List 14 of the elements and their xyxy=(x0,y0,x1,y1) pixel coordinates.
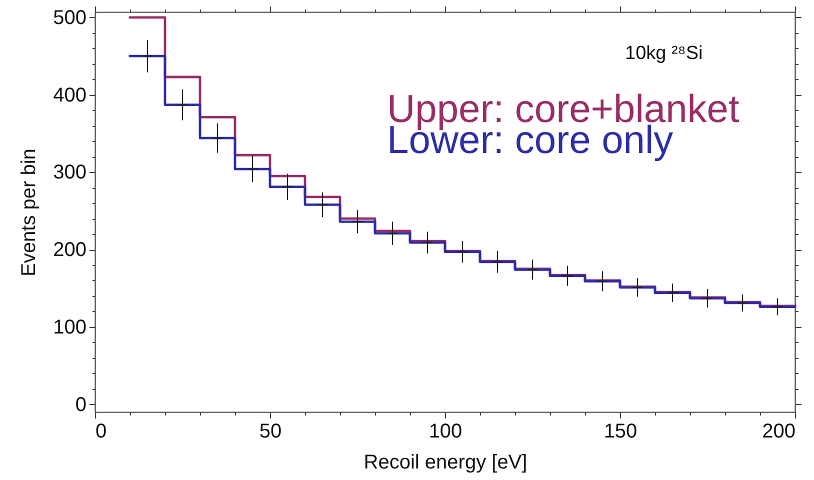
y-tick-label: 300 xyxy=(53,162,86,184)
x-tick-label: 50 xyxy=(259,420,282,442)
x-axis-title: Recoil energy [eV] xyxy=(364,452,528,474)
y-tick-label: 200 xyxy=(53,239,86,262)
x-tick-label: 0 xyxy=(96,420,107,442)
y-axis-title: Events per bin xyxy=(18,148,40,276)
y-tick-label: 0 xyxy=(75,394,86,416)
x-tick-label: 200 xyxy=(762,420,796,442)
x-tick-label: 150 xyxy=(604,420,638,442)
y-tick-label: 400 xyxy=(53,84,86,106)
y-tick-label: 500 xyxy=(53,6,86,29)
x-tick-label: 100 xyxy=(428,420,462,442)
annotation: 10kg ²⁸Si xyxy=(625,43,703,64)
y-tick-label: 100 xyxy=(53,316,86,338)
